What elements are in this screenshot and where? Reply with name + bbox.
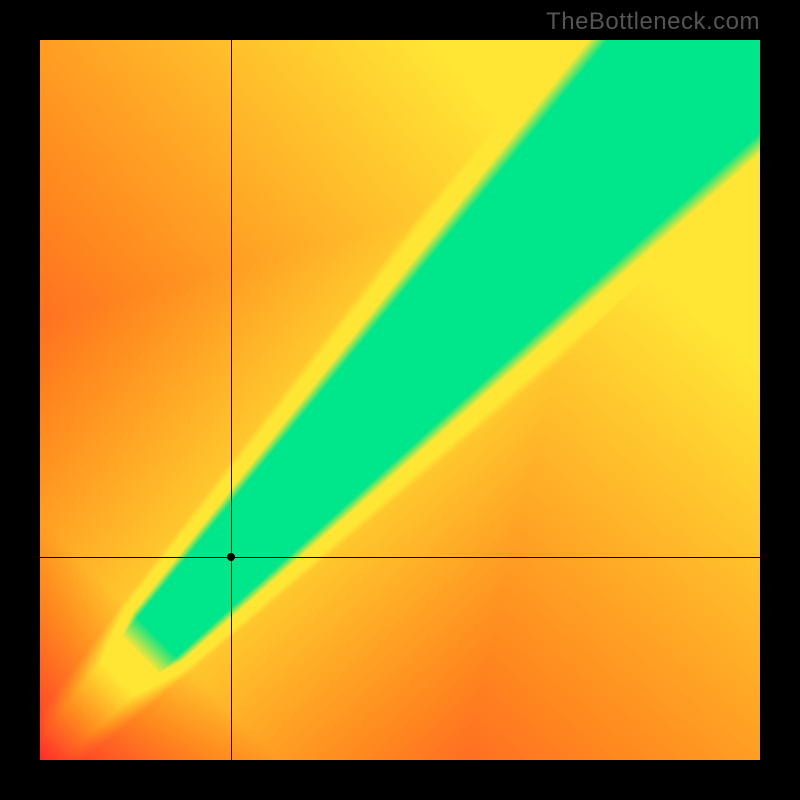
watermark-text: TheBottleneck.com	[546, 8, 760, 36]
crosshair-marker	[227, 553, 235, 561]
crosshair-vertical	[231, 40, 232, 760]
crosshair-horizontal	[40, 557, 760, 558]
heatmap-canvas	[40, 40, 760, 760]
plot-area	[40, 40, 760, 760]
